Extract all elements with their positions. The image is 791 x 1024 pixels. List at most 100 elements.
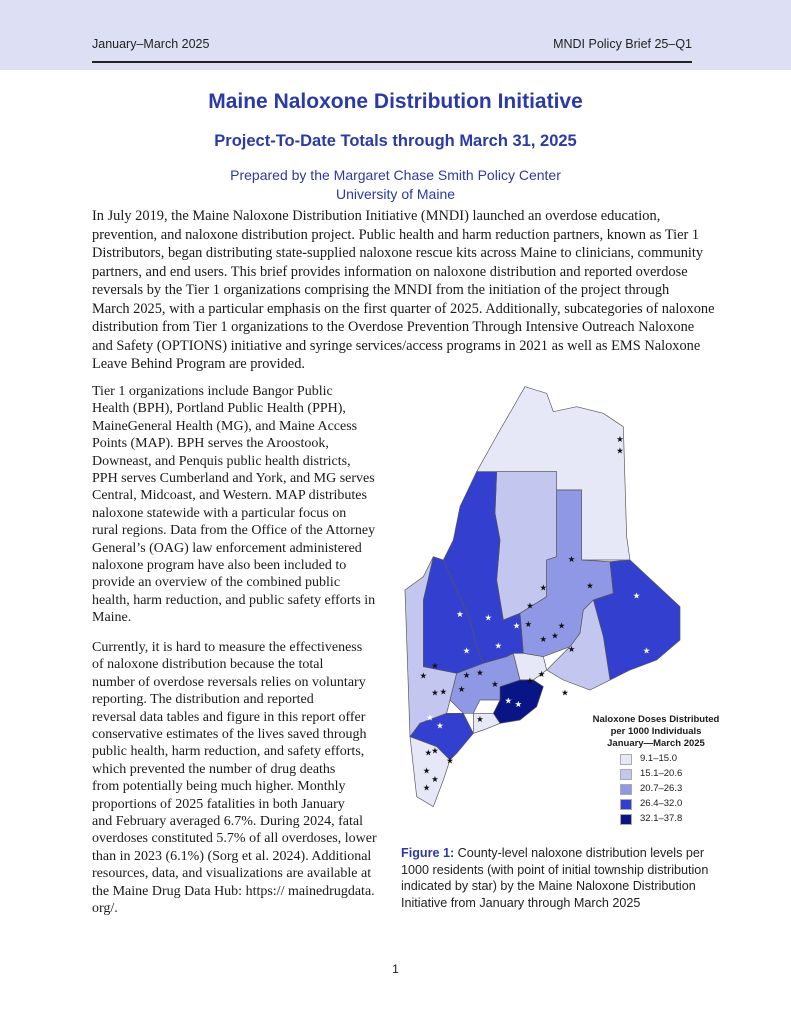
distribution-star-icon: ★ [526,676,534,686]
distribution-star-icon: ★ [431,746,439,756]
intro-paragraph: In July 2019, the Maine Naloxone Distrib… [92,207,715,374]
county-knox-lincoln [492,679,544,724]
legend-title-line: Naloxone Doses Distributed [592,714,720,725]
document-subtitle: Project-To-Date Totals through March 31,… [214,132,577,150]
text-line: resources, data, and visualizations are … [92,866,372,882]
distribution-star-icon: ★ [586,581,594,591]
text-line: General’s (OAG) law enforcement administ… [92,540,362,556]
text-line: which prevented the number of drug death… [92,761,336,777]
maine-county-map: ★★★★★★★ ★★ ★★★★★ ★ ★★★★★★★ ★ ★★ ★★★★★★★★★★★★★★★ [404,386,681,808]
distribution-star-icon: ★ [456,609,464,619]
text-line: Tier 1 organizations include Bangor Publ… [92,384,333,399]
legend-swatch [620,798,632,810]
distribution-star-icon: ★ [436,721,444,731]
county-washington [592,559,681,681]
distribution-star-icon: ★ [431,687,439,697]
text-line: naloxone statewide with a particular foc… [92,505,347,521]
text-line: health, harm reduction, and public safet… [92,592,376,608]
text-line: March 2025, with a particular emphasis o… [92,300,715,317]
text-line: reporting. The distribution and reported [92,692,314,708]
figure-caption: Figure 1: County-level naloxone distribu… [401,845,711,911]
header-date: January–March 2025 [92,37,210,51]
text-line: naloxone program have also been included… [92,558,347,574]
distribution-star-icon: ★ [616,446,624,456]
text-line: In July 2019, the Maine Naloxone Distrib… [92,208,661,224]
distribution-star-icon: ★ [458,684,466,694]
distribution-star-icon: ★ [419,671,427,681]
text-line: reversal data tables and figure in this … [92,709,366,725]
distribution-star-icon: ★ [423,766,431,776]
distribution-star-icon: ★ [423,782,431,792]
text-line: from potentially being much higher. Mont… [92,779,346,795]
prepared-by-line: University of Maine [335,186,456,202]
prepared-by-line: Prepared by the Margaret Chase Smith Pol… [230,167,561,183]
text-line: public health, harm reduction, and safet… [92,744,365,760]
text-line: than in 2023 (6.1%) (Sorg et al. 2024). … [92,848,372,864]
text-line: the Maine Drug Data Hub: https:// mained… [92,883,375,899]
distribution-star-icon: ★ [551,631,559,641]
document-title: Maine Naloxone Distribution Initiative [208,90,583,113]
distribution-star-icon: ★ [504,696,512,706]
legend-label: 9.1–15.0 [640,753,677,764]
legend-title-line: January—March 2025 [607,738,705,749]
prepared-by: Prepared by the Margaret Chase Smith Pol… [0,166,791,204]
legend-swatch [620,783,632,795]
text-line: Health (BPH), Portland Public Health (PP… [92,401,346,417]
distribution-star-icon: ★ [633,591,641,601]
distribution-star-icon: ★ [476,714,484,724]
distribution-star-icon: ★ [643,646,651,656]
text-line: partners, and end users. This brief prov… [92,263,688,280]
text-line: MaineGeneral Health (MG), and Maine Acce… [92,418,358,434]
text-line: of naloxone distribution because the tot… [92,657,324,673]
distribution-star-icon: ★ [513,621,521,631]
legend-item: 15.1–20.6 [620,768,722,780]
text-line: overdoses constituted 5.7% of all overdo… [92,831,377,847]
text-line: distribution from Tier 1 organizations t… [92,319,695,335]
text-line: and Safety (OPTIONS) initiative and syri… [92,337,701,354]
text-line: and February averaged 6.7%. During 2024,… [92,814,363,830]
legend-item: 32.1–37.8 [620,813,722,825]
figure-caption-text: County-level naloxone distribution level… [401,846,709,910]
page-number: 1 [392,962,399,976]
distribution-star-icon: ★ [431,661,439,671]
text-line: Leave Behind Program are provided. [92,356,305,372]
distribution-star-icon: ★ [494,641,502,651]
distribution-star-icon: ★ [538,669,546,679]
legend-item: 26.4–32.0 [620,798,722,810]
legend-label: 15.1–20.6 [640,768,683,779]
distribution-star-icon: ★ [524,619,532,629]
text-line: org/. [92,901,118,917]
distribution-star-icon: ★ [539,634,547,644]
distribution-star-icon: ★ [424,747,432,757]
distribution-star-icon: ★ [568,644,576,654]
distribution-star-icon: ★ [426,712,434,722]
distribution-star-icon: ★ [616,434,624,444]
text-line: Points (MAP). BPH serves the Aroostook, [92,436,329,452]
text-line: Downeast, and Penquis public health dist… [92,453,351,469]
distribution-star-icon: ★ [514,699,522,709]
legend-label: 32.1–37.8 [640,813,683,824]
county-york [409,736,451,808]
legend-swatch [620,753,632,765]
legend-label: 26.4–32.0 [640,798,683,809]
legend-swatch [620,813,632,825]
county-sagadahoc [473,713,501,734]
text-line: Distributors, began distributing state-s… [92,245,704,261]
text-line: conservative estimates of the lives save… [92,727,367,743]
text-line: rural regions. Data from the Office of t… [92,523,376,539]
distribution-star-icon: ★ [558,621,566,631]
text-line: number of overdose reversals relies on v… [92,674,366,690]
distribution-star-icon: ★ [539,582,547,592]
distribution-star-icon: ★ [463,670,471,680]
legend-item: 9.1–15.0 [620,753,722,765]
header-band [0,0,791,70]
tier1-paragraph: Tier 1 organizations include Bangor Publ… [92,383,375,627]
map-legend: Naloxone Doses Distributed per 1000 Indi… [590,714,722,825]
distribution-star-icon: ★ [463,646,471,656]
figure-label: Figure 1: [401,846,455,860]
header-rule [92,61,692,63]
distribution-star-icon: ★ [439,687,447,697]
legend-item: 20.7–26.3 [620,783,722,795]
distribution-star-icon: ★ [491,679,499,689]
legend-label: 20.7–26.3 [640,783,683,794]
